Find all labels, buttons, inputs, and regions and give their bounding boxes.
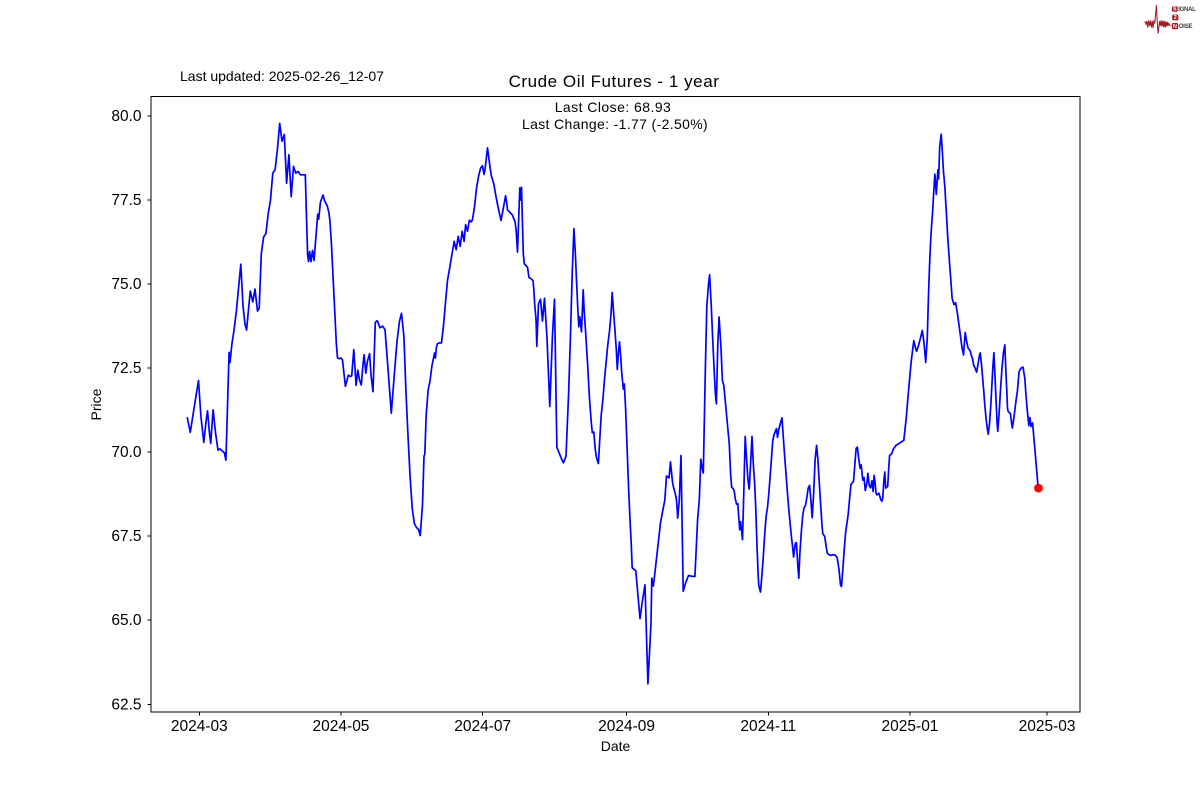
svg-text:75.0: 75.0 [111,276,142,293]
svg-text:2: 2 [1174,15,1177,21]
svg-text:2025-03: 2025-03 [1019,718,1076,735]
svg-text:2024-09: 2024-09 [598,718,655,735]
svg-text:IGNAL: IGNAL [1178,7,1196,13]
svg-text:S: S [1173,7,1177,13]
svg-text:Last Close: 68.93: Last Close: 68.93 [555,99,672,115]
svg-text:2024-03: 2024-03 [171,718,228,735]
svg-text:OISE: OISE [1179,24,1193,30]
svg-text:65.0: 65.0 [111,612,142,629]
svg-text:62.5: 62.5 [111,696,141,713]
svg-text:2025-01: 2025-01 [882,718,939,735]
svg-text:Last updated: 2025-02-26_12-07: Last updated: 2025-02-26_12-07 [180,68,384,84]
svg-text:Crude Oil Futures - 1 year: Crude Oil Futures - 1 year [509,72,720,91]
svg-text:Date: Date [601,738,631,754]
svg-text:80.0: 80.0 [111,108,142,125]
svg-text:72.5: 72.5 [111,360,141,377]
svg-text:2024-11: 2024-11 [740,718,796,735]
svg-text:Price: Price [88,388,104,420]
svg-text:67.5: 67.5 [111,528,141,545]
svg-text:N: N [1173,24,1177,30]
svg-text:2024-07: 2024-07 [454,718,511,735]
svg-text:77.5: 77.5 [111,192,141,209]
svg-text:Last Change: -1.77 (-2.50%): Last Change: -1.77 (-2.50%) [522,116,708,132]
svg-text:70.0: 70.0 [111,444,142,461]
svg-text:2024-05: 2024-05 [313,718,370,735]
